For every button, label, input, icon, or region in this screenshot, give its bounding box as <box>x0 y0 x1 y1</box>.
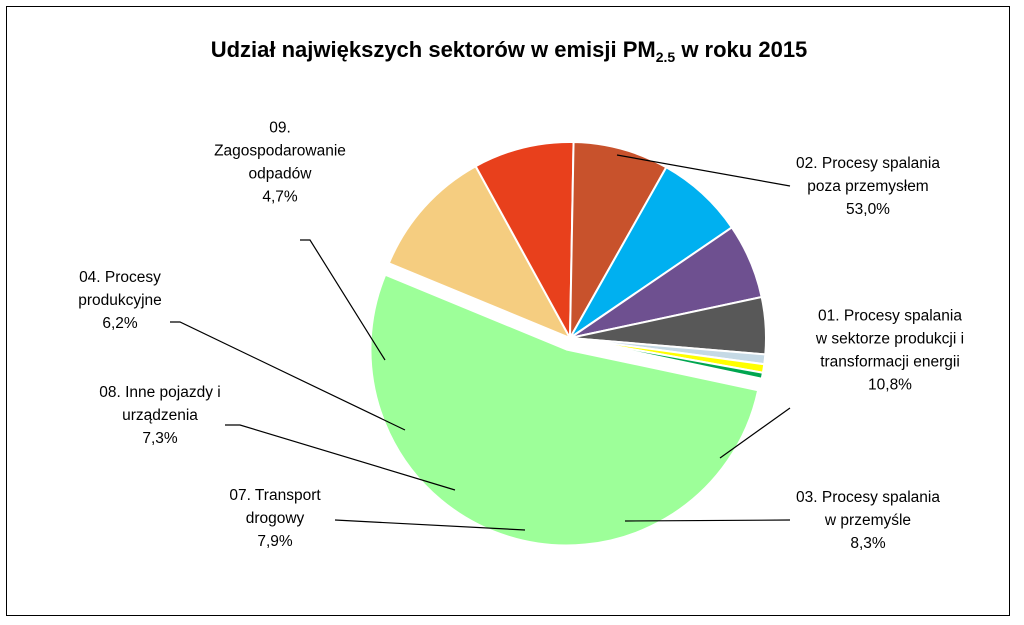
slice-label-6-line-3: 6,2% <box>102 315 138 332</box>
slice-label-4-line-3: 7,9% <box>257 533 293 550</box>
pie-slice-10 <box>569 337 765 380</box>
slice-label-4-line-1: 07. Transport <box>229 487 321 504</box>
slice-label-1-line-1: 02. Procesy spalania <box>796 155 940 172</box>
slice-label-6-line-1: 04. Procesy <box>79 269 161 286</box>
slice-label-2-line-1: 01. Procesy spalania <box>818 308 962 325</box>
pie-slice-2 <box>387 164 573 341</box>
slice-label-2-line-4: 10,8% <box>868 377 912 394</box>
leader-line-3 <box>624 519 791 522</box>
pie-slice-4 <box>569 141 668 339</box>
leader-line-4 <box>334 519 526 531</box>
chart-title-tail: w roku 2015 <box>675 37 808 62</box>
slice-label-3-line-2: w przemyśle <box>824 512 911 529</box>
leader-line-2 <box>719 407 791 459</box>
slice-label-5-line-2: urządzenia <box>122 407 198 424</box>
slice-label-2-line-2: w sektorze produkcji i <box>815 331 964 348</box>
slice-label-3-line-1: 03. Procesy spalania <box>796 489 940 506</box>
slice-label-1-line-2: poza przemysłem <box>807 178 928 195</box>
slice-label-2-line-3: transformacji energii <box>820 354 960 371</box>
pie-slice-1 <box>369 273 760 547</box>
slice-label-7-line-4: 4,7% <box>262 189 298 206</box>
leader-line-7 <box>300 239 386 361</box>
slice-label-7-line-1: 09. <box>269 120 291 137</box>
chart-title-main: Udział największych sektorów w emisji PM <box>210 37 656 62</box>
slice-label-3-line-3: 8,3% <box>850 535 886 552</box>
slice-label-4-line-2: drogowy <box>246 510 305 527</box>
leader-line-5 <box>225 424 456 491</box>
slice-label-6-line-2: produkcyjne <box>78 292 162 309</box>
slice-label-7-line-3: odpadów <box>249 166 313 183</box>
pie-slice-3 <box>474 141 575 342</box>
leader-line-1 <box>616 154 791 187</box>
leader-line-6 <box>170 321 406 431</box>
chart-title-subscript: 2.5 <box>655 49 676 65</box>
slice-label-5-line-1: 08. Inne pojazdy i <box>99 384 221 401</box>
chart-title: Udział największych sektorów w emisji PM… <box>7 37 1011 65</box>
slice-label-1-line-3: 53,0% <box>846 201 890 218</box>
slice-label-7-line-2: Zagospodarowanie <box>214 143 346 160</box>
slice-label-5-line-3: 7,3% <box>142 430 178 447</box>
